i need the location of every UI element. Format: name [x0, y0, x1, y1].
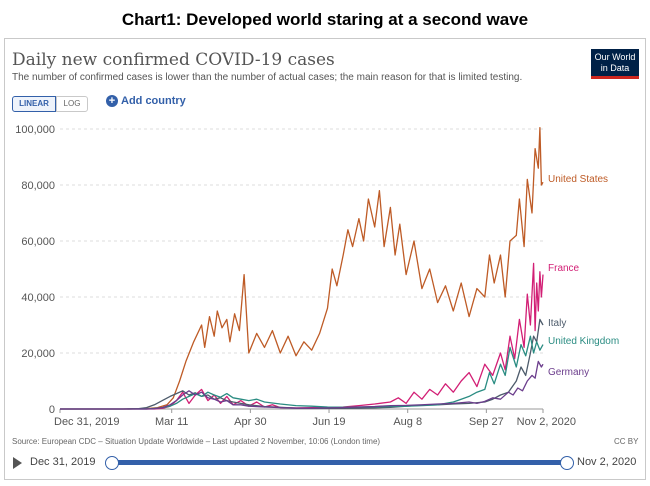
series-label: United Kingdom: [548, 336, 619, 347]
x-tick-label: Jun 19: [313, 416, 346, 428]
logo-line-2: in Data: [600, 63, 630, 73]
x-tick-label: Dec 31, 2019: [54, 416, 119, 428]
license-link[interactable]: CC BY: [614, 437, 639, 446]
add-country-label: Add country: [121, 95, 186, 107]
y-axis-ticks: 0 20,000 40,000 60,000 80,000 100,000: [15, 124, 55, 416]
series-label: Italy: [548, 318, 566, 329]
timeline-end-label: Nov 2, 2020: [577, 456, 637, 468]
y-tick-label: 0: [49, 404, 55, 416]
x-tick-label: Sep 27: [469, 416, 504, 428]
series-line-united-states: [60, 126, 544, 410]
timeline-end-handle[interactable]: [560, 456, 574, 470]
series-labels: United States France Italy United Kingdom Ge…: [548, 174, 619, 378]
page-heading: Chart1: Developed world staring at a sec…: [121, 10, 529, 29]
series-lines: [60, 126, 544, 410]
series-label: France: [548, 263, 580, 274]
y-tick-label: 100,000: [15, 124, 55, 136]
play-icon[interactable]: [13, 457, 22, 469]
timeline-track[interactable]: [112, 460, 567, 465]
y-tick-label: 40,000: [21, 292, 55, 304]
x-axis-ticks: Dec 31, 2019 Mar 11 Apr 30 Jun 19 Aug 8 Sep 2…: [54, 409, 576, 428]
add-country-button[interactable]: + Add country: [106, 95, 186, 107]
x-tick-label: Apr 30: [234, 416, 266, 428]
series-line-france: [60, 262, 544, 410]
chart-title: Daily new confirmed COVID-19 cases: [12, 50, 335, 70]
y-tick-label: 20,000: [21, 348, 55, 360]
plus-icon: +: [106, 95, 118, 107]
y-tick-label: 60,000: [21, 236, 55, 248]
timeline-start-handle[interactable]: [105, 456, 119, 470]
series-label: Germany: [548, 367, 589, 378]
log-scale-button[interactable]: LOG: [56, 96, 88, 112]
x-tick-label: Nov 2, 2020: [517, 416, 576, 428]
source-note: Source: European CDC – Situation Update …: [12, 437, 381, 446]
y-tick-label: 80,000: [21, 180, 55, 192]
chart-subtitle: The number of confirmed cases is lower t…: [12, 72, 523, 83]
series-line-germany: [60, 360, 544, 410]
linear-scale-button[interactable]: LINEAR: [12, 96, 56, 112]
series-label: United States: [548, 174, 608, 185]
owid-logo[interactable]: Our World in Data: [591, 49, 639, 79]
x-tick-label: Aug 8: [393, 416, 422, 428]
logo-accent-bar: [591, 76, 639, 79]
x-tick-label: Mar 11: [155, 416, 188, 428]
logo-line-1: Our World: [594, 52, 636, 62]
chart-frame: [4, 38, 646, 480]
timeline-start-label: Dec 31, 2019: [30, 456, 96, 468]
grid-lines: [60, 128, 543, 410]
